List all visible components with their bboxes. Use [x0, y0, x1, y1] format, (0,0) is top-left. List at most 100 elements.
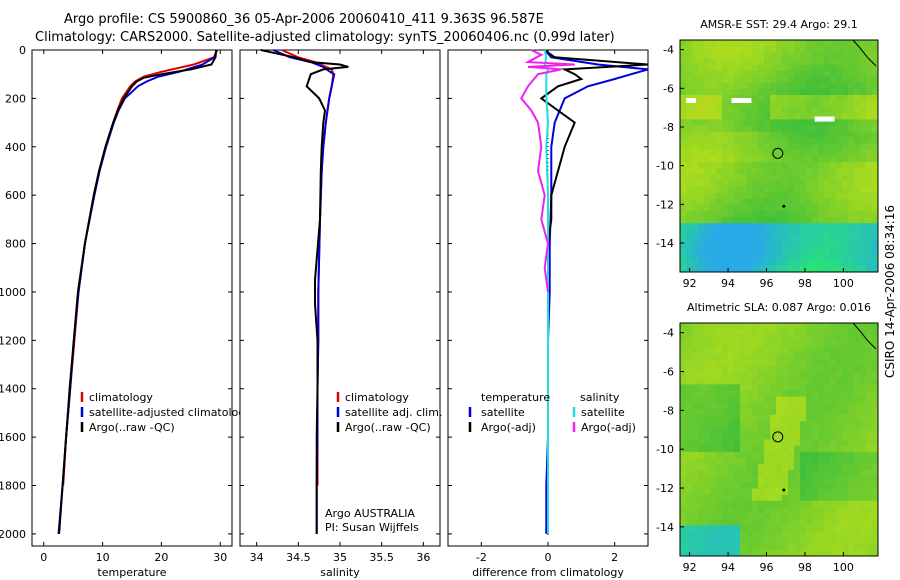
heatmap-cell	[788, 347, 795, 355]
heatmap-cell	[836, 198, 843, 206]
heatmap-cell	[686, 131, 693, 139]
heatmap-cell	[836, 64, 843, 72]
heatmap-cell	[872, 94, 879, 102]
heatmap-cell	[872, 125, 879, 133]
heatmap-cell	[794, 384, 801, 391]
heatmap-cell	[758, 241, 765, 249]
heatmap-cell	[722, 494, 729, 502]
heatmap-cell	[812, 174, 819, 181]
heatmap-cell	[734, 198, 741, 206]
heatmap-cell	[860, 457, 867, 465]
heatmap-cell	[842, 101, 849, 108]
heatmap-cell	[860, 482, 867, 490]
heatmap-cell	[800, 323, 807, 330]
heatmap-cell	[854, 378, 861, 385]
heatmap-cell	[866, 101, 873, 108]
heatmap-cell	[692, 186, 699, 194]
heatmap-cell	[722, 421, 729, 428]
heatmap-cell	[848, 101, 855, 108]
heatmap-cell	[746, 52, 753, 59]
heatmap-cell	[764, 125, 771, 133]
heatmap-cell	[872, 76, 879, 84]
heatmap-cell	[686, 101, 693, 108]
heatmap-cell	[758, 198, 765, 206]
heatmap-cell	[854, 149, 861, 157]
heatmap-cell	[836, 365, 843, 373]
heatmap-cell	[734, 365, 741, 373]
heatmap-cell	[818, 64, 825, 72]
heatmap-cell	[854, 323, 861, 330]
x-tick-label: 100	[833, 277, 854, 290]
heatmap-cell	[752, 180, 759, 188]
heatmap-cell	[782, 421, 789, 428]
heatmap-cell	[866, 531, 873, 539]
heatmap-cell	[728, 46, 735, 53]
heatmap-cell	[842, 88, 849, 96]
heatmap-cell	[818, 323, 825, 330]
heatmap-cell	[728, 180, 735, 188]
heatmap-cell	[764, 156, 771, 163]
heatmap-cell	[776, 186, 783, 194]
heatmap-cell	[812, 180, 819, 188]
heatmap-cell	[848, 353, 855, 361]
heatmap-cell	[746, 82, 753, 90]
heatmap-cell	[866, 543, 873, 551]
heatmap-cell	[746, 58, 753, 65]
heatmap-cell	[722, 519, 729, 526]
heatmap-cell	[848, 210, 855, 218]
heatmap-cell	[830, 353, 837, 361]
heatmap-cell	[686, 198, 693, 206]
heatmap-cell	[866, 235, 873, 242]
heatmap-cell	[788, 186, 795, 194]
heatmap-cell	[740, 537, 747, 545]
heatmap-cell	[680, 402, 687, 410]
heatmap-cell	[680, 204, 687, 212]
heatmap-cell	[794, 125, 801, 133]
heatmap-cell	[728, 439, 735, 447]
heatmap-cell	[758, 265, 765, 273]
heatmap-cell	[782, 433, 789, 440]
heatmap-cell	[758, 223, 765, 230]
heatmap-cell	[764, 378, 771, 385]
heatmap-cell	[704, 265, 711, 273]
heatmap-cell	[860, 156, 867, 163]
heatmap-cell	[842, 427, 849, 434]
heatmap-cell	[824, 464, 831, 471]
heatmap-cell	[776, 439, 783, 447]
heatmap-cell	[782, 323, 789, 330]
heatmap-cell	[860, 70, 867, 78]
heatmap-cell	[692, 427, 699, 434]
heatmap-cell	[788, 259, 795, 267]
heatmap-cell	[764, 259, 771, 267]
heatmap-cell	[866, 402, 873, 410]
heatmap-cell	[710, 101, 717, 108]
heatmap-cell	[830, 204, 837, 212]
heatmap-cell	[746, 329, 753, 336]
heatmap-cell	[746, 506, 753, 514]
heatmap-cell	[794, 131, 801, 139]
heatmap-cell	[872, 82, 879, 90]
heatmap-cell	[746, 40, 753, 47]
heatmap-cell	[776, 46, 783, 53]
heatmap-cell	[860, 439, 867, 447]
heatmap-cell	[848, 223, 855, 230]
heatmap-cell	[782, 408, 789, 416]
heatmap-cell	[824, 347, 831, 355]
heatmap-cell	[830, 94, 837, 102]
heatmap-cell	[866, 372, 873, 379]
heatmap-cell	[764, 433, 771, 440]
heatmap-cell	[680, 52, 687, 59]
x-tick-label: 96	[760, 277, 774, 290]
heatmap-cell	[782, 137, 789, 145]
heatmap-cell	[770, 58, 777, 65]
heatmap-cell	[740, 384, 747, 391]
series-line-difference-3	[520, 49, 575, 293]
heatmap-cell	[680, 427, 687, 434]
heatmap-cell	[866, 500, 873, 508]
heatmap-cell	[818, 402, 825, 410]
heatmap-cell	[698, 223, 705, 230]
heatmap-cell	[794, 186, 801, 194]
heatmap-cell	[728, 156, 735, 163]
heatmap-cell	[740, 464, 747, 471]
heatmap-cell	[764, 470, 771, 477]
